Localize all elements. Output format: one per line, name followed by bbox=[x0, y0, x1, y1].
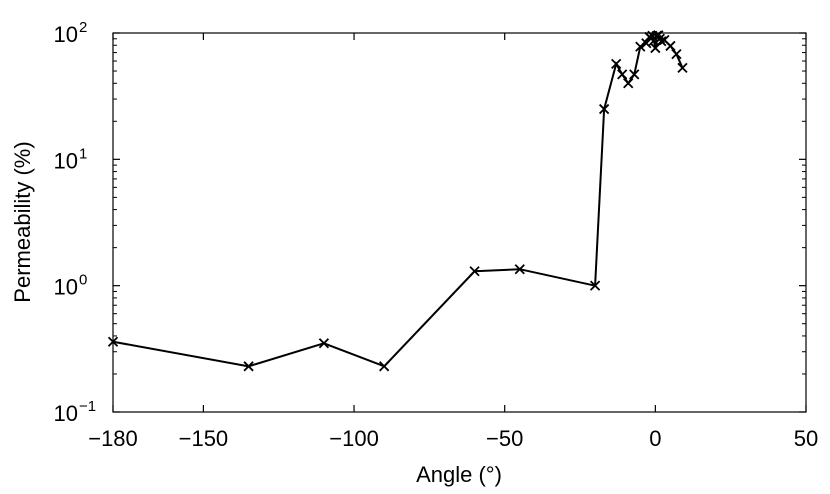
data-point-1 bbox=[243, 361, 254, 372]
data-point-4 bbox=[469, 266, 480, 277]
data-point-10 bbox=[623, 78, 634, 89]
data-point-26 bbox=[677, 62, 688, 73]
x-axis: −180 −150 −100 −50 0 50 bbox=[88, 33, 818, 451]
x-tick-label: 0 bbox=[649, 426, 661, 451]
y-tick-exponent: 1 bbox=[79, 145, 87, 162]
x-tick-label: −50 bbox=[486, 426, 523, 451]
y-tick-base: 10 bbox=[54, 401, 78, 426]
y-tick-label: 10 bbox=[54, 275, 78, 300]
y-tick-exponent: −1 bbox=[79, 398, 96, 415]
data-point-9 bbox=[617, 69, 628, 80]
y-tick-label: 10 bbox=[54, 401, 78, 426]
data-point-24 bbox=[665, 40, 676, 52]
data-point-12 bbox=[635, 41, 646, 52]
series-markers bbox=[107, 30, 688, 372]
data-point-2 bbox=[318, 338, 330, 349]
x-axis-label: Angle (°) bbox=[416, 462, 502, 487]
data-point-6 bbox=[589, 280, 601, 291]
data-point-7 bbox=[598, 103, 610, 115]
y-tick-base: 10 bbox=[54, 275, 78, 300]
y-axis-label: Permeability (%) bbox=[10, 141, 35, 302]
y-tick-base: 10 bbox=[54, 22, 78, 47]
y-tick-base: 10 bbox=[54, 148, 78, 173]
y-tick-label: 10 bbox=[54, 148, 78, 173]
plot-frame bbox=[112, 32, 807, 413]
x-tick-label: −100 bbox=[329, 426, 379, 451]
data-point-8 bbox=[611, 58, 622, 69]
data-point-22 bbox=[656, 36, 667, 47]
data-point-0 bbox=[107, 336, 119, 347]
data-point-11 bbox=[629, 69, 640, 80]
series-line bbox=[112, 33, 684, 368]
x-tick-label: 50 bbox=[794, 426, 818, 451]
x-tick-label: −180 bbox=[88, 426, 138, 451]
y-tick-exponent: 0 bbox=[79, 272, 87, 289]
data-point-3 bbox=[379, 361, 390, 372]
y-tick-exponent: 2 bbox=[79, 19, 87, 36]
data-point-5 bbox=[514, 264, 525, 275]
data-point-25 bbox=[671, 49, 682, 60]
y-tick-label: 10 bbox=[54, 22, 78, 47]
x-tick-label: −150 bbox=[179, 426, 229, 451]
